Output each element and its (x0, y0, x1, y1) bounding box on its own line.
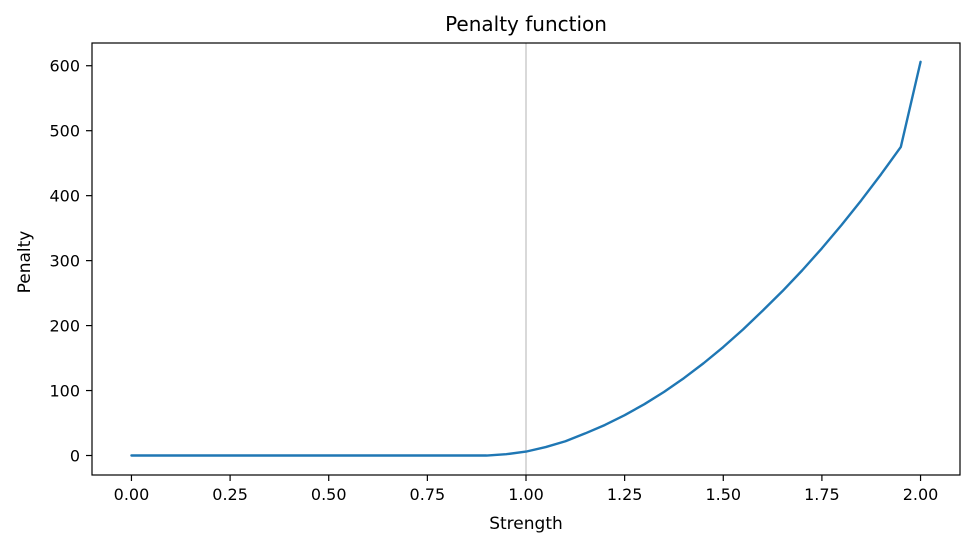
series-line-0 (130, 60, 922, 457)
y-tick-label: 200 (49, 317, 80, 336)
y-tick-label: 100 (49, 382, 80, 401)
x-tick-label: 0.75 (410, 485, 446, 504)
x-tick-label: 1.75 (804, 485, 840, 504)
x-tick-label: 0.00 (114, 485, 150, 504)
y-axis-title: Penalty (15, 231, 35, 294)
x-tick-label: 1.25 (607, 485, 643, 504)
y-tick-label: 600 (49, 57, 80, 76)
plot-layer (130, 43, 922, 475)
y-tick-label: 500 (49, 122, 80, 141)
x-tick-label: 1.50 (705, 485, 741, 504)
y-tick-label: 400 (49, 187, 80, 206)
chart-title: Penalty function (445, 12, 607, 36)
y-axis: 0 100 200 300 400 500 600 (49, 57, 92, 466)
x-tick-label: 1.00 (508, 485, 544, 504)
y-tick-label: 0 (70, 447, 80, 466)
y-tick-label: 300 (49, 252, 80, 271)
x-tick-label: 0.25 (212, 485, 248, 504)
x-axis-title: Strength (489, 514, 563, 534)
x-tick-label: 2.00 (903, 485, 939, 504)
x-tick-label: 0.50 (311, 485, 347, 504)
x-axis: 0.00 0.25 0.50 0.75 1.00 1.25 1.50 1.75 2.00 (114, 475, 939, 504)
